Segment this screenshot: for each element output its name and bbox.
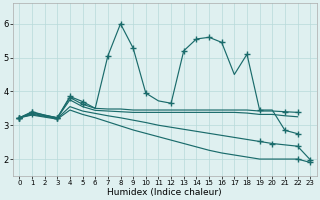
X-axis label: Humidex (Indice chaleur): Humidex (Indice chaleur): [108, 188, 222, 197]
